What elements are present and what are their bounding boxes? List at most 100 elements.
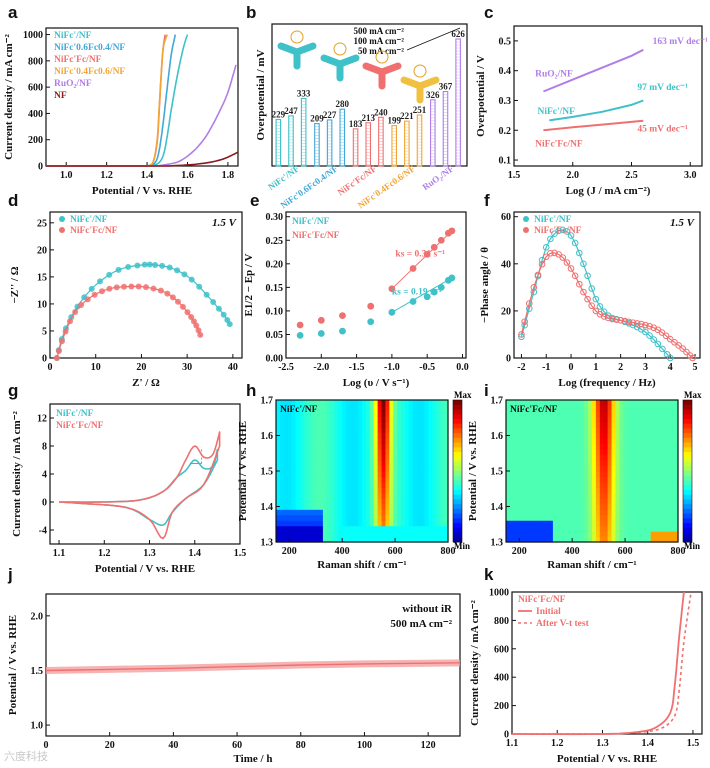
potential-note: 1.5 V xyxy=(670,217,696,229)
heat-cell xyxy=(568,460,574,467)
y-tick-label: 400 xyxy=(28,109,43,120)
heat-cell xyxy=(670,460,675,467)
data-point xyxy=(683,348,690,356)
heat-cell xyxy=(560,460,566,467)
heat-cell xyxy=(521,514,527,521)
heat-cell xyxy=(338,432,344,439)
heat-cell xyxy=(599,520,605,527)
heat-cell xyxy=(416,400,422,407)
heat-cell xyxy=(513,503,519,510)
heat-cell xyxy=(576,454,581,461)
heat-cell xyxy=(537,487,542,494)
heat-cell xyxy=(670,454,675,461)
series-label: NiFc'Fc/NF xyxy=(535,140,583,150)
heat-cell xyxy=(444,410,449,417)
heat-cell xyxy=(389,487,394,494)
heat-cell xyxy=(322,405,328,412)
heat-cell xyxy=(424,460,430,467)
heat-cell xyxy=(666,481,671,488)
heat-cell xyxy=(666,503,671,510)
heat-cell xyxy=(580,520,585,527)
heat-cell xyxy=(432,471,437,478)
heat-cell xyxy=(369,400,375,407)
heat-cell xyxy=(572,421,577,428)
heat-cell xyxy=(603,410,609,417)
heat-cell xyxy=(342,514,347,521)
data-point xyxy=(633,320,641,327)
heat-cell xyxy=(377,449,383,456)
heat-cell xyxy=(646,460,652,467)
heat-cell xyxy=(623,509,628,516)
y-tick-label: 20 xyxy=(37,245,47,256)
heat-cell xyxy=(330,471,336,478)
heat-cell xyxy=(580,427,585,434)
panel-letter: i xyxy=(484,381,489,400)
data-point xyxy=(143,284,149,291)
heat-cell xyxy=(576,421,581,428)
heat-cell xyxy=(646,492,652,499)
heat-cell xyxy=(416,449,422,456)
heat-cell xyxy=(420,520,426,527)
heat-cell xyxy=(283,476,289,483)
heat-cell xyxy=(506,465,511,472)
heat-cell xyxy=(627,487,632,494)
heat-cell xyxy=(615,460,620,467)
colorbar-step xyxy=(683,437,692,444)
bubble xyxy=(290,30,304,44)
heat-cell xyxy=(556,471,562,478)
heat-cell xyxy=(315,471,320,478)
legend-marker xyxy=(59,216,65,222)
x-tick-label: 40 xyxy=(168,740,178,751)
plot-frame xyxy=(285,211,467,359)
heat-cell xyxy=(631,536,636,543)
y-tick-label: 5 xyxy=(42,326,47,337)
heat-cell xyxy=(444,509,449,516)
heat-cell xyxy=(666,438,671,445)
heat-cell xyxy=(401,503,406,510)
heat-cell xyxy=(635,465,640,472)
heat-cell xyxy=(326,520,332,527)
heat-cell xyxy=(517,416,523,423)
x-tick-label: 40 xyxy=(228,362,238,373)
heat-cell xyxy=(322,514,328,521)
heat-cell xyxy=(611,531,617,538)
heat-cell xyxy=(623,416,628,423)
heat-cell xyxy=(650,531,656,538)
heat-cell xyxy=(619,531,624,538)
data-point xyxy=(538,260,546,268)
y-tick-label: 400 xyxy=(494,673,509,684)
tafel-slope: 45 mV dec⁻¹ xyxy=(637,125,688,135)
heat-cell xyxy=(330,432,336,439)
heat-cell xyxy=(311,531,316,538)
heat-cell xyxy=(642,492,648,499)
heat-cell xyxy=(369,454,375,461)
heat-cell xyxy=(627,492,632,499)
heat-cell xyxy=(584,481,589,488)
heat-cell xyxy=(670,487,675,494)
heat-cell xyxy=(342,487,347,494)
heat-cell xyxy=(326,443,332,450)
heat-cell xyxy=(283,438,289,445)
heat-cell xyxy=(299,520,304,527)
heat-cell xyxy=(642,471,648,478)
heat-cell xyxy=(358,525,363,532)
heat-cell xyxy=(588,520,593,527)
heat-cell xyxy=(580,514,585,521)
heat-cell xyxy=(521,421,527,428)
heat-cell xyxy=(517,443,523,450)
heat-cell xyxy=(599,400,605,407)
heat-cell xyxy=(506,421,511,428)
heat-cell xyxy=(635,476,640,483)
heat-cell xyxy=(401,449,406,456)
heat-cell xyxy=(549,460,554,467)
heat-cell xyxy=(397,481,402,488)
heat-cell xyxy=(646,498,652,505)
legend-entry: Initial xyxy=(536,607,561,617)
heat-cell xyxy=(440,460,445,467)
heat-cell xyxy=(295,432,301,439)
heat-cell xyxy=(346,520,351,527)
heat-cell xyxy=(330,465,336,472)
heat-cell xyxy=(416,410,422,417)
heat-cell xyxy=(432,492,437,499)
heat-cell xyxy=(385,416,390,423)
